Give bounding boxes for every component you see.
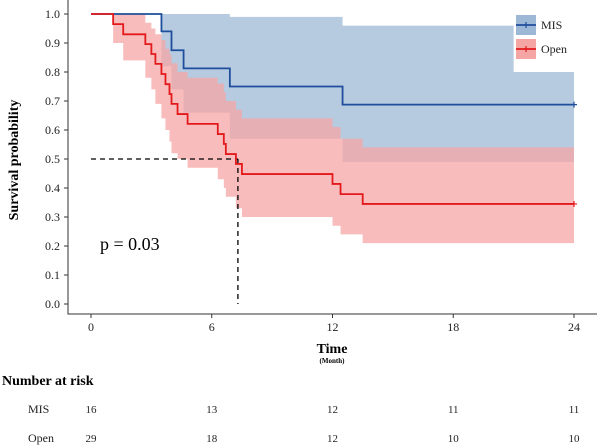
risk-table: MIS 16 13 12 11 11 Open 29 18 12 10 10 [28,402,580,445]
x-tick-label: 18 [447,320,459,334]
risk-value-mis: 13 [206,404,218,416]
x-tick-label: 0 [88,320,94,334]
confidence-bands [91,14,574,244]
censor-mark-mis [571,101,577,108]
x-tick-labels: 0 6 12 18 24 [88,320,580,334]
y-tick-label: 0.5 [45,152,60,166]
risk-value-open: 29 [86,433,98,445]
y-tick-label: 0.6 [45,123,60,137]
legend-label-mis: MIS [541,18,562,32]
survival-curve-mis [91,13,574,106]
x-tick-label: 24 [568,320,580,334]
legend-label-open: Open [541,42,567,56]
y-tick-label: 0.2 [45,239,60,253]
risk-row-label-mis: MIS [28,402,49,416]
axes [64,0,597,318]
y-axis-title: Survival probability [7,100,22,221]
y-tick-label: 0.4 [45,181,60,195]
risk-value-mis: 11 [569,404,580,416]
y-tick-label: 0.9 [45,36,60,50]
legend: MIS Open [516,15,567,59]
risk-value-open: 12 [327,433,338,445]
ci-band-mis [91,14,574,162]
median-reference-lines [91,158,239,304]
risk-value-open: 10 [569,433,581,445]
ci-band-open [91,14,574,244]
y-tick-labels: 0.0 0.1 0.2 0.3 0.4 0.5 0.6 0.7 0.8 0.9 1.0 [45,7,60,311]
risk-table-title: Number at risk [2,374,94,389]
censor-mark-open [571,200,577,207]
risk-value-mis: 12 [327,404,338,416]
risk-value-mis: 16 [86,404,98,416]
risk-value-open: 10 [448,433,460,445]
y-tick-label: 1.0 [45,7,60,21]
y-tick-label: 0.3 [45,210,60,224]
risk-row-label-open: Open [28,431,54,445]
y-tick-label: 0.8 [45,65,60,79]
risk-value-open: 18 [206,433,218,445]
y-tick-label: 0.0 [45,297,60,311]
y-tick-label: 0.1 [45,268,60,282]
survival-curves [91,13,577,207]
y-tick-label: 0.7 [45,94,60,108]
axis-frame [67,0,597,315]
x-axis-subtitle: (Month) [320,357,346,365]
risk-value-mis: 11 [448,404,459,416]
survival-curve-open [91,13,574,205]
x-axis-title: Time [317,342,348,357]
x-tick-label: 6 [209,320,215,334]
p-value-annotation: p = 0.03 [100,234,160,254]
x-tick-label: 12 [327,320,339,334]
